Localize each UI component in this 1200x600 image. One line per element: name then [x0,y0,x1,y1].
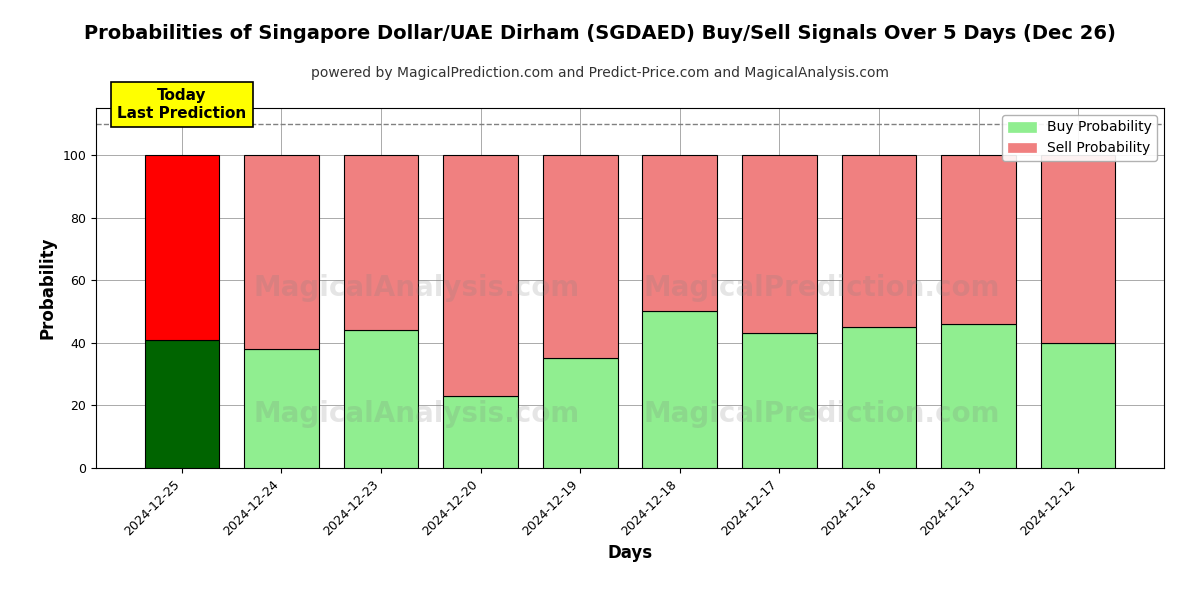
Bar [244,349,319,468]
Bar [244,155,319,349]
Text: powered by MagicalPrediction.com and Predict-Price.com and MagicalAnalysis.com: powered by MagicalPrediction.com and Pre… [311,66,889,80]
Text: MagicalAnalysis.com: MagicalAnalysis.com [253,400,580,428]
Bar [1040,343,1116,468]
Bar [1040,155,1116,343]
Bar [642,155,718,311]
Bar [343,330,419,468]
Text: MagicalPrediction.com: MagicalPrediction.com [644,274,1001,302]
Bar [841,155,917,327]
Text: MagicalPrediction.com: MagicalPrediction.com [644,400,1001,428]
Bar [144,340,220,468]
Bar [542,358,618,468]
Bar [343,155,419,330]
Text: Probabilities of Singapore Dollar/UAE Dirham (SGDAED) Buy/Sell Signals Over 5 Da: Probabilities of Singapore Dollar/UAE Di… [84,24,1116,43]
Bar [443,396,518,468]
Y-axis label: Probability: Probability [38,237,56,339]
Bar [144,155,220,340]
Legend: Buy Probability, Sell Probability: Buy Probability, Sell Probability [1002,115,1157,161]
Text: Today
Last Prediction: Today Last Prediction [118,88,246,121]
Bar [941,324,1016,468]
X-axis label: Days: Days [607,544,653,562]
Bar [841,327,917,468]
Bar [642,311,718,468]
Bar [443,155,518,396]
Bar [542,155,618,358]
Bar [941,155,1016,324]
Bar [742,155,817,334]
Text: MagicalAnalysis.com: MagicalAnalysis.com [253,274,580,302]
Bar [742,334,817,468]
